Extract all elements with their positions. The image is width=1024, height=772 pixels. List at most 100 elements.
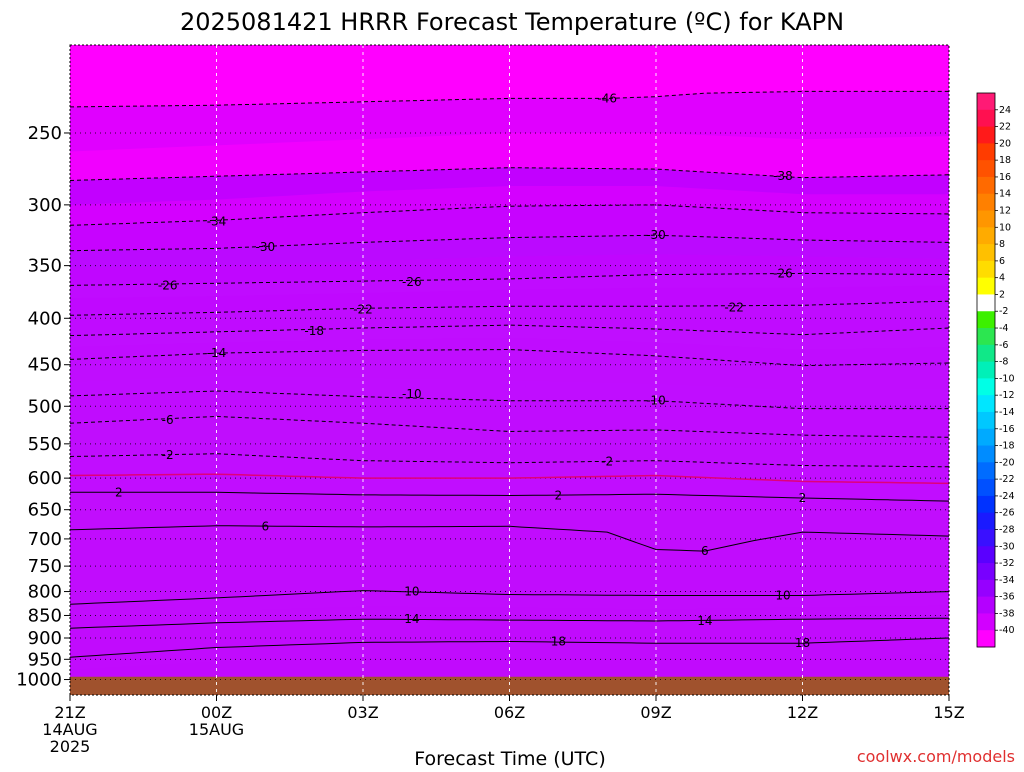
isotherm-label: 6 [701,544,709,558]
isotherm-label: 18 [551,634,566,648]
colorbar-label: -22 [999,474,1015,485]
isotherm-label: -26 [773,266,793,280]
isotherm-14 [70,617,949,629]
x-axis-label: Forecast Time (UTC) [414,748,605,768]
colorbar-cell [977,93,995,111]
colorbar-label: -4 [999,323,1008,334]
colorbar-label: -34 [999,575,1015,586]
colorbar-cell [977,126,995,144]
isotherm-label: -30 [256,240,276,254]
colorbar-label: 14 [999,189,1011,200]
colorbar-cell [977,143,995,161]
ground-fill [70,676,949,695]
x-tick-label: 06Z [494,703,525,722]
colorbar-cell [977,160,995,178]
x-tick-label: 15AUG [189,720,244,739]
isotherm-label: -2 [162,448,174,462]
isotherm-label: 14 [697,614,712,628]
colorbar-label: -16 [999,424,1015,435]
isotherm-label: 6 [262,519,270,533]
colorbar-cell [977,596,995,614]
band-minus42 [70,133,949,695]
colorbar-label: -12 [999,390,1015,401]
isotherm-label: -10 [646,394,666,408]
y-tick-label: 450 [28,355,62,376]
x-tick-label: 2025 [50,737,91,756]
x-tick-label: 00Z [201,703,232,722]
chart-title: 2025081421 HRRR Forecast Temperature (ºC… [180,8,844,36]
colorbar-cell [977,395,995,413]
y-tick-label: 700 [28,529,62,550]
colorbar-cell [977,361,995,379]
isotherm-18 [70,637,949,658]
colorbar-label: 10 [999,222,1011,233]
colorbar-label: -36 [999,592,1015,603]
colorbar-cell [977,210,995,228]
colorbar-cell [977,428,995,447]
colorbar-cell [977,260,995,279]
isotherm-2 [70,491,949,502]
colorbar-label: -14 [999,407,1015,418]
colorbar-label: -24 [999,491,1015,502]
isotherm-label: 2 [799,491,807,505]
colorbar-label: 20 [999,138,1011,149]
colorbar-label: 12 [999,206,1011,217]
colorbar-cell [977,546,995,564]
colorbar-cell [977,176,995,195]
colorbar-label: -18 [999,441,1015,452]
colorbar-cell [977,613,995,631]
y-tick-label: 1000 [16,670,62,691]
colorbar-frame [976,92,996,648]
y-tick-label: 950 [28,649,62,670]
isotherm-label: -22 [724,300,744,314]
colorbar-label: -40 [999,625,1015,636]
colorbar-label: 18 [999,155,1011,166]
isotherm-label: -26 [402,275,422,289]
colorbar-label: -26 [999,508,1015,519]
isotherm-6 [70,525,949,552]
x-tick-label: 15Z [933,703,964,722]
isotherm-label: -34 [207,215,227,229]
isotherm-label: -6 [162,413,174,427]
y-tick-label: 800 [28,582,62,603]
colorbar-label: 4 [999,273,1005,284]
y-tick-label: 550 [28,434,62,455]
colorbar-label: 16 [999,172,1011,183]
colorbar-cell [977,227,995,245]
colorbar-label: -32 [999,558,1015,569]
y-tick-label: 650 [28,500,62,521]
colorbar-label: -6 [999,340,1008,351]
isotherm-zero [70,473,949,485]
isotherm-label: -46 [597,91,617,105]
y-tick-label: 300 [28,195,62,216]
isotherm-label: 2 [555,488,563,502]
isotherm-label: 14 [404,612,419,626]
isotherm-label: -38 [773,169,793,183]
x-tick-label: 12Z [787,703,818,722]
y-tick-label: 250 [28,123,62,144]
y-tick-label: 500 [28,396,62,417]
isotherm-label: 10 [404,585,419,599]
colorbar-label: -20 [999,457,1015,468]
y-tick-label: 350 [28,256,62,277]
colorbar-cell [977,462,995,480]
y-tick-label: 850 [28,605,62,626]
colorbar-label: -38 [999,608,1015,619]
colorbar-cell [977,411,995,430]
colorbar-cell [977,630,995,648]
colorbar-cell [977,277,995,295]
colorbar-cell [977,529,995,547]
colorbar-cell [977,328,995,346]
y-tick-label: 600 [28,468,62,489]
y-tick-label: 750 [28,556,62,577]
colorbar-cell [977,109,995,128]
colorbar-cell [977,445,995,463]
colorbar-cell [977,294,995,312]
colorbar-cell [977,193,995,212]
x-tick-label: 09Z [640,703,671,722]
colorbar-label: -30 [999,541,1015,552]
isotherm-label: -18 [304,324,324,338]
colorbar-cell [977,579,995,598]
